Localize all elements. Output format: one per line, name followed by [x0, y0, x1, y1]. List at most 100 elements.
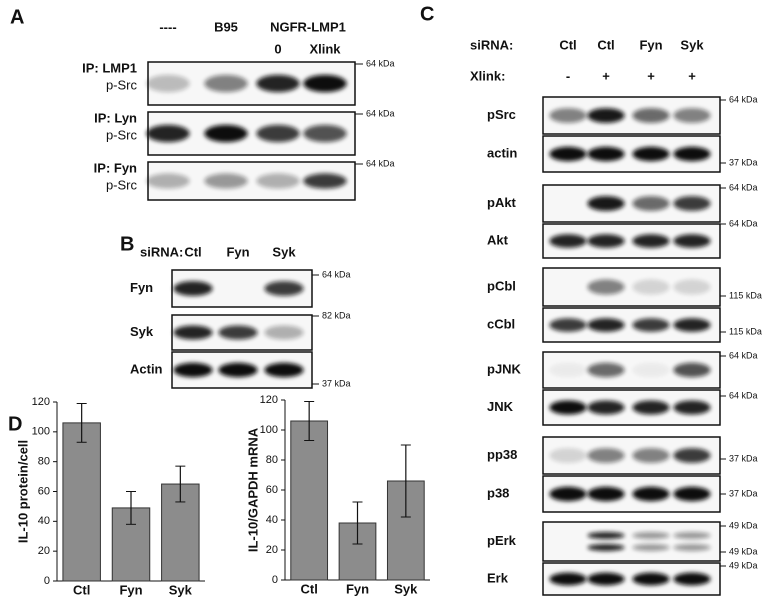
blot-band — [204, 173, 248, 189]
panel-label: B — [120, 233, 134, 255]
lane-header: Ctl — [184, 244, 201, 259]
row-label: Fyn — [130, 280, 153, 295]
blot-band — [549, 362, 587, 378]
blot-band — [587, 486, 625, 502]
row-label: IP: Lyn — [94, 110, 137, 125]
y-tick-label: 20 — [266, 544, 278, 556]
blot-band — [587, 448, 625, 463]
blot-band — [204, 124, 248, 143]
size-marker: 64 kDa — [729, 390, 758, 400]
size-marker: 82 kDa — [322, 310, 351, 320]
bar — [290, 420, 329, 581]
y-tick-label: 20 — [38, 545, 50, 557]
blot-band — [303, 124, 347, 143]
lane-header: Syk — [680, 37, 704, 52]
blot-band — [632, 448, 670, 463]
size-marker: 49 kDa — [729, 546, 758, 556]
blot-band — [587, 234, 625, 248]
row-label: pErk — [487, 533, 517, 548]
size-marker: 64 kDa — [322, 269, 351, 279]
blot-band — [549, 146, 587, 162]
row-label: cCbl — [487, 316, 515, 331]
size-marker: 49 kDa — [729, 520, 758, 530]
y-tick-label: 0 — [44, 575, 50, 587]
y-tick-label: 0 — [272, 574, 278, 586]
row-label: IP: LMP1 — [82, 60, 137, 75]
y-tick-label: 120 — [260, 394, 278, 406]
blot-band — [587, 544, 625, 551]
blot-band — [264, 325, 304, 340]
lane-header: 0 — [274, 41, 281, 56]
blot-band — [673, 196, 711, 211]
blot-band — [632, 108, 670, 123]
y-tick-label: 80 — [38, 456, 50, 468]
panel-label: C — [420, 3, 434, 25]
lane-header: B95 — [214, 19, 238, 34]
row-label: p38 — [487, 485, 509, 500]
row-label: Actin — [130, 361, 163, 376]
y-tick-label: 60 — [266, 484, 278, 496]
size-marker: 64 kDa — [366, 158, 395, 168]
blot-band — [587, 532, 625, 539]
blot-band — [632, 400, 670, 415]
y-tick-label: 80 — [266, 454, 278, 466]
lane-header: Syk — [272, 244, 296, 259]
blot-frame — [542, 521, 721, 562]
blot-band — [587, 400, 625, 415]
y-tick-label: 100 — [32, 426, 50, 438]
lane-header: + — [688, 68, 696, 83]
row-label: pAkt — [487, 195, 517, 210]
blot-band — [673, 234, 711, 248]
size-marker: 37 kDa — [729, 157, 758, 167]
blot-band — [173, 325, 213, 340]
row-header: siRNA: — [140, 244, 183, 259]
blot-band — [632, 196, 670, 211]
blot-band — [549, 448, 587, 463]
size-marker: 115 kDa — [729, 326, 762, 336]
size-marker: 37 kDa — [322, 378, 351, 388]
lane-header: Fyn — [226, 244, 249, 259]
lane-header: Fyn — [639, 37, 662, 52]
size-marker: 64 kDa — [729, 218, 758, 228]
blot-band — [264, 362, 304, 378]
blot-band — [146, 74, 190, 93]
y-axis-label: IL-10/GAPDH mRNA — [245, 427, 260, 552]
blot-band — [146, 124, 190, 143]
blot-band — [673, 279, 711, 295]
size-marker: 64 kDa — [729, 182, 758, 192]
row-label: actin — [487, 145, 517, 160]
blot-band — [673, 362, 711, 378]
x-tick-label: Ctl — [73, 582, 90, 597]
row-label: p-Src — [106, 177, 138, 192]
blot-band — [673, 400, 711, 415]
y-tick-label: 120 — [32, 396, 50, 408]
blot-band — [673, 486, 711, 502]
size-marker: 115 kDa — [729, 290, 762, 300]
blot-band — [673, 146, 711, 162]
y-axis-label: IL-10 protein/cell — [15, 440, 30, 543]
lane-header: + — [647, 68, 655, 83]
blot-band — [549, 486, 587, 502]
blot-band — [632, 544, 670, 551]
blot-band — [632, 234, 670, 248]
row-label: pJNK — [487, 361, 522, 376]
panel-label: A — [10, 6, 24, 28]
row-label: p-Src — [106, 77, 138, 92]
blot-band — [632, 318, 670, 332]
y-tick-label: 40 — [38, 515, 50, 527]
blot-band — [587, 318, 625, 332]
blot-band — [673, 448, 711, 463]
blot-band — [549, 108, 587, 123]
blot-band — [587, 196, 625, 211]
bar — [62, 422, 101, 582]
row-label: pp38 — [487, 447, 517, 462]
blot-band — [587, 146, 625, 162]
y-tick-label: 100 — [260, 424, 278, 436]
blot-band — [146, 173, 190, 189]
blot-band — [549, 400, 587, 415]
size-marker: 64 kDa — [366, 58, 395, 68]
x-tick-label: Ctl — [300, 581, 317, 596]
blot-band — [632, 362, 670, 378]
row-label: p-Src — [106, 127, 138, 142]
